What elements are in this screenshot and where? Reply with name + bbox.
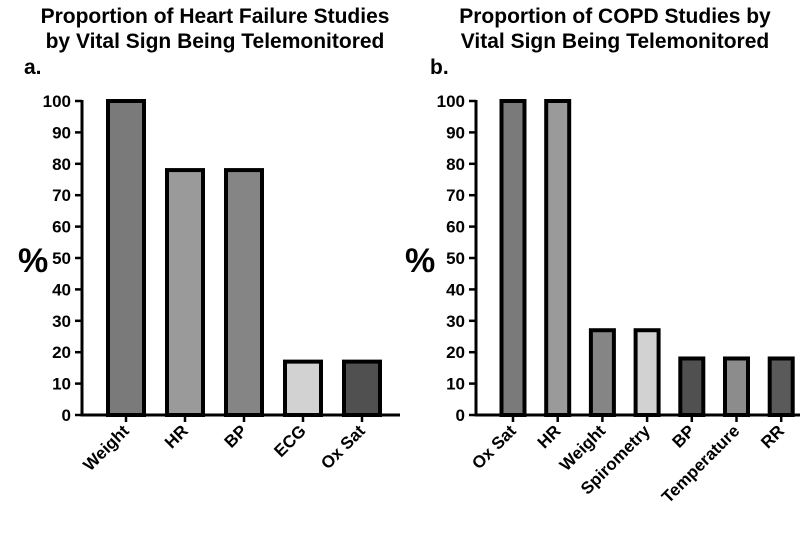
chart-b-y-tick-label: 70 xyxy=(446,186,465,205)
chart-b-bar xyxy=(588,328,616,417)
chart-b-y-tick-label: 0 xyxy=(456,406,465,425)
chart-a-title-line-1: Proportion of Heart Failure Studies xyxy=(40,5,390,28)
chart-b-bar xyxy=(723,356,750,418)
chart-b-y-tick-label: 40 xyxy=(446,280,465,299)
chart-b-category-label: RR xyxy=(757,421,788,452)
chart-a-bar xyxy=(283,359,323,417)
chart-a-bar xyxy=(342,359,382,417)
chart-b-y-tick-label: 30 xyxy=(446,312,465,331)
chart-a-y-tick-label: 70 xyxy=(52,186,71,205)
chart-a-bar xyxy=(165,168,205,417)
chart-a-y-tick-label: 40 xyxy=(52,280,71,299)
chart-a-y-tick-label: 0 xyxy=(62,406,71,425)
chart-b-bar xyxy=(678,356,706,418)
chart-a-category-label: Weight xyxy=(80,421,134,475)
chart-b-y-tick-label: 20 xyxy=(446,343,465,362)
chart-a-y-tick-label: 80 xyxy=(52,155,71,174)
chart-b-bar xyxy=(544,99,572,417)
chart-b-title: Proportion of COPD Studies by Vital Sign… xyxy=(420,4,810,54)
chart-a-bar xyxy=(106,99,146,417)
chart-b-category-label: Ox Sat xyxy=(468,421,520,473)
chart-a-category-label: HR xyxy=(161,421,192,452)
chart-a-y-tick-label: 20 xyxy=(52,343,71,362)
chart-b-y-tick-label: 100 xyxy=(437,92,465,111)
chart-b-y-tick-label: 90 xyxy=(446,123,465,142)
chart-a-panel-label: a. xyxy=(24,56,42,79)
chart-b-title-line-2: Vital Sign Being Telemonitored xyxy=(460,30,770,53)
chart-a-y-tick-label: 30 xyxy=(52,312,71,331)
chart-b-bar xyxy=(499,99,527,417)
chart-a-category-label: Ox Sat xyxy=(317,421,369,473)
chart-a-y-tick-label: 60 xyxy=(52,218,71,237)
chart-b-bar xyxy=(767,356,795,418)
chart-a-title-line-2: by Vital Sign Being Telemonitored xyxy=(45,30,385,53)
chart-a-y-tick-label: 100 xyxy=(43,92,71,111)
chart-a-title: Proportion of Heart Failure Studies by V… xyxy=(20,4,410,54)
chart-a-bar xyxy=(224,168,264,417)
chart-b-bar xyxy=(633,328,661,417)
chart-a-y-tick-label: 50 xyxy=(52,249,71,268)
chart-b-title-line-1: Proportion of COPD Studies by xyxy=(459,5,771,28)
chart-a-y-tick-label: 10 xyxy=(52,375,71,394)
chart-b-y-tick-label: 50 xyxy=(446,249,465,268)
chart-a-category-label: ECG xyxy=(270,421,309,460)
chart-b-y-tick-label: 60 xyxy=(446,218,465,237)
chart-a-y-tick-label: 90 xyxy=(52,123,71,142)
chart-b-category-label: BP xyxy=(668,421,698,451)
chart-b-y-axis-label: % xyxy=(405,242,435,280)
chart-b-category-label: HR xyxy=(534,421,565,452)
chart-b-y-tick-label: 10 xyxy=(446,375,465,394)
chart-b-y-tick-label: 80 xyxy=(446,155,465,174)
chart-b-panel-label: b. xyxy=(430,56,449,79)
chart-b-category-label: Temperature xyxy=(658,421,743,506)
chart-a-category-label: BP xyxy=(221,421,251,451)
chart-a-y-axis-label: % xyxy=(18,242,48,280)
